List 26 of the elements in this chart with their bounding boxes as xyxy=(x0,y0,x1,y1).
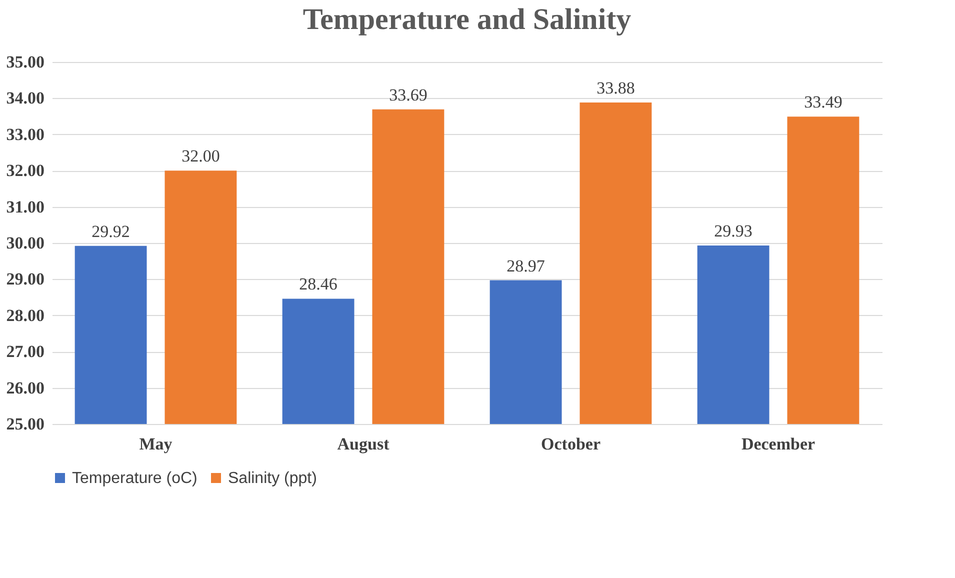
y-tick-label: 27.00 xyxy=(6,342,44,362)
y-tick-label: 33.00 xyxy=(6,124,44,144)
x-tick-label: May xyxy=(139,434,173,454)
y-tick-label: 28.00 xyxy=(6,306,44,325)
y-tick-label: 35.00 xyxy=(6,52,44,72)
y-tick-label: 26.00 xyxy=(6,378,44,398)
y-tick-label: 29.00 xyxy=(6,270,44,289)
legend-label: Temperature (oC) xyxy=(72,470,198,487)
data-label: 28.97 xyxy=(506,256,546,276)
y-tick-label: 32.00 xyxy=(6,161,44,180)
data-label: 33.49 xyxy=(804,92,842,112)
data-label: 29.92 xyxy=(92,222,130,241)
x-tick-label: August xyxy=(337,434,390,454)
y-tick-label: 25.00 xyxy=(6,414,44,434)
x-tick-label: October xyxy=(541,434,601,454)
data-label: 33.88 xyxy=(596,78,635,98)
y-tick-label: 30.00 xyxy=(6,234,44,252)
chart-title: Temperature and Salinity xyxy=(302,3,632,36)
y-tick-label: 31.00 xyxy=(6,197,44,216)
data-label: 28.46 xyxy=(299,274,338,294)
data-label: 29.93 xyxy=(714,222,752,241)
x-tick-label: December xyxy=(741,434,816,454)
y-tick-label: 34.00 xyxy=(6,88,44,108)
legend-label: Salinity (ppt) xyxy=(228,470,317,487)
data-label: 33.69 xyxy=(389,85,428,104)
data-label: 32.00 xyxy=(182,146,220,166)
